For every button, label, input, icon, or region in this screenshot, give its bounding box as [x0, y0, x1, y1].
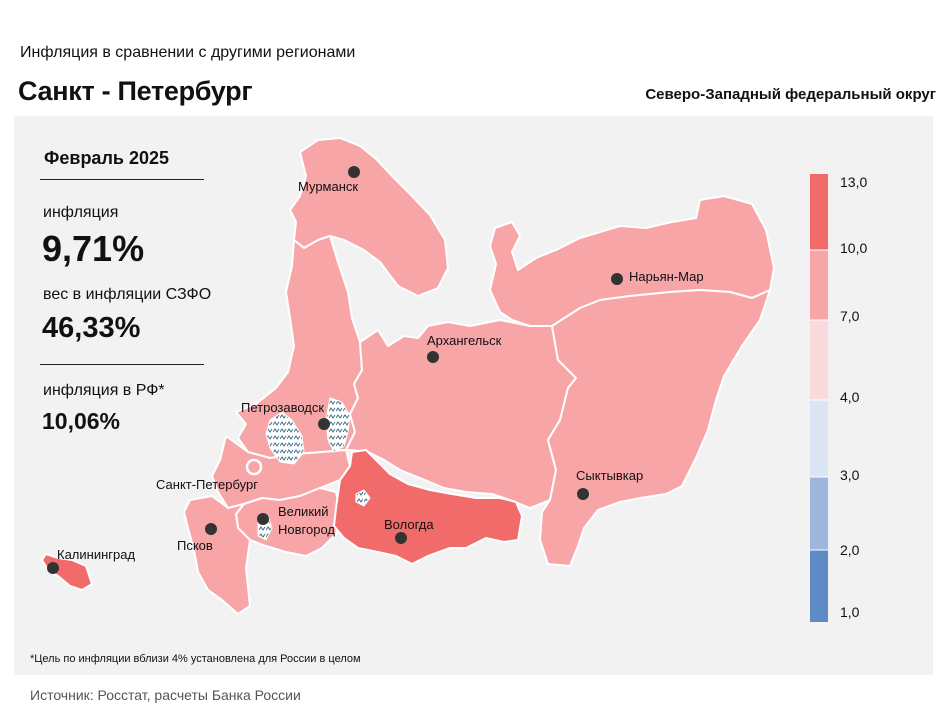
city-label-murmansk: Мурманск	[298, 179, 358, 194]
city-label-novgorod: Новгород	[278, 522, 335, 537]
region-vologda	[333, 449, 523, 565]
lake-ladoga	[265, 411, 305, 465]
region-komi	[539, 289, 771, 567]
divider-top	[40, 179, 204, 180]
city-dot-vologda	[395, 532, 407, 544]
city-label-kaliningrad: Калининград	[57, 547, 135, 562]
lake-beloye	[355, 489, 371, 507]
district-name: Северо-Западный федеральный округ	[645, 86, 936, 103]
legend-tick-2: 2,0	[840, 542, 860, 558]
legend-swatch-6	[810, 550, 828, 622]
inflation-value: 9,71%	[42, 228, 145, 269]
city-dot-syktyvkar	[577, 488, 589, 500]
city-label-pskov: Псков	[177, 538, 213, 553]
weight-label: вес в инфляции СЗФО	[43, 286, 212, 303]
legend-tick-10: 10,0	[840, 240, 867, 256]
city-dot-naryan-mar	[611, 273, 623, 285]
city-label-veliky: Великий	[278, 504, 329, 519]
city-label-naryan-mar: Нарьян-Мар	[629, 269, 704, 284]
color-legend: 13,0 10,0 7,0 4,0 3,0 2,0 1,0	[810, 174, 867, 622]
weight-value: 46,33%	[42, 312, 141, 344]
page-title: Санкт - Петербург	[18, 76, 253, 106]
divider-bottom	[40, 364, 204, 365]
city-label-vologda: Вологда	[384, 517, 434, 532]
city-dot-murmansk	[348, 166, 360, 178]
city-dot-arkhangelsk	[427, 351, 439, 363]
period-label: Февраль 2025	[44, 148, 169, 168]
legend-tick-1: 1,0	[840, 604, 860, 620]
legend-swatch-5	[810, 477, 828, 550]
region-murmansk	[289, 137, 449, 297]
legend-tick-13: 13,0	[840, 174, 867, 190]
legend-tick-7: 7,0	[840, 308, 860, 324]
legend-swatch-1	[810, 174, 828, 250]
legend-tick-3: 3,0	[840, 467, 860, 483]
city-dot-kaliningrad	[47, 562, 59, 574]
footnote: *Цель по инфляции вблизи 4% установлена …	[30, 653, 361, 665]
city-dot-petrozavodsk	[318, 418, 330, 430]
rf-inflation-value: 10,06%	[42, 408, 121, 434]
page-subtitle: Инфляция в сравнении с другими регионами	[20, 44, 356, 61]
city-dot-pskov	[205, 523, 217, 535]
region-nenets	[489, 195, 775, 327]
city-markers	[47, 166, 623, 574]
city-dot-st-petersburg	[245, 458, 263, 476]
city-label-st-petersburg: Санкт-Петербург	[156, 477, 258, 492]
region-pskov	[183, 495, 251, 615]
legend-swatch-4	[810, 400, 828, 477]
source-note: Источник: Росстат, расчеты Банка России	[30, 687, 301, 703]
regions	[41, 137, 775, 615]
city-label-syktyvkar: Сыктывкар	[576, 468, 643, 483]
legend-tick-4: 4,0	[840, 389, 860, 405]
inflation-label: инфляция	[43, 204, 119, 221]
city-label-arkhangelsk: Архангельск	[427, 333, 502, 348]
city-labels: Мурманск Нарьян-Мар Архангельск Петрозав…	[57, 179, 704, 562]
city-label-petrozavodsk: Петрозаводск	[241, 400, 324, 415]
rf-inflation-label: инфляция в РФ*	[43, 382, 165, 399]
city-dot-veliky-novgorod	[257, 513, 269, 525]
legend-swatch-2	[810, 250, 828, 320]
legend-swatch-3	[810, 320, 828, 400]
